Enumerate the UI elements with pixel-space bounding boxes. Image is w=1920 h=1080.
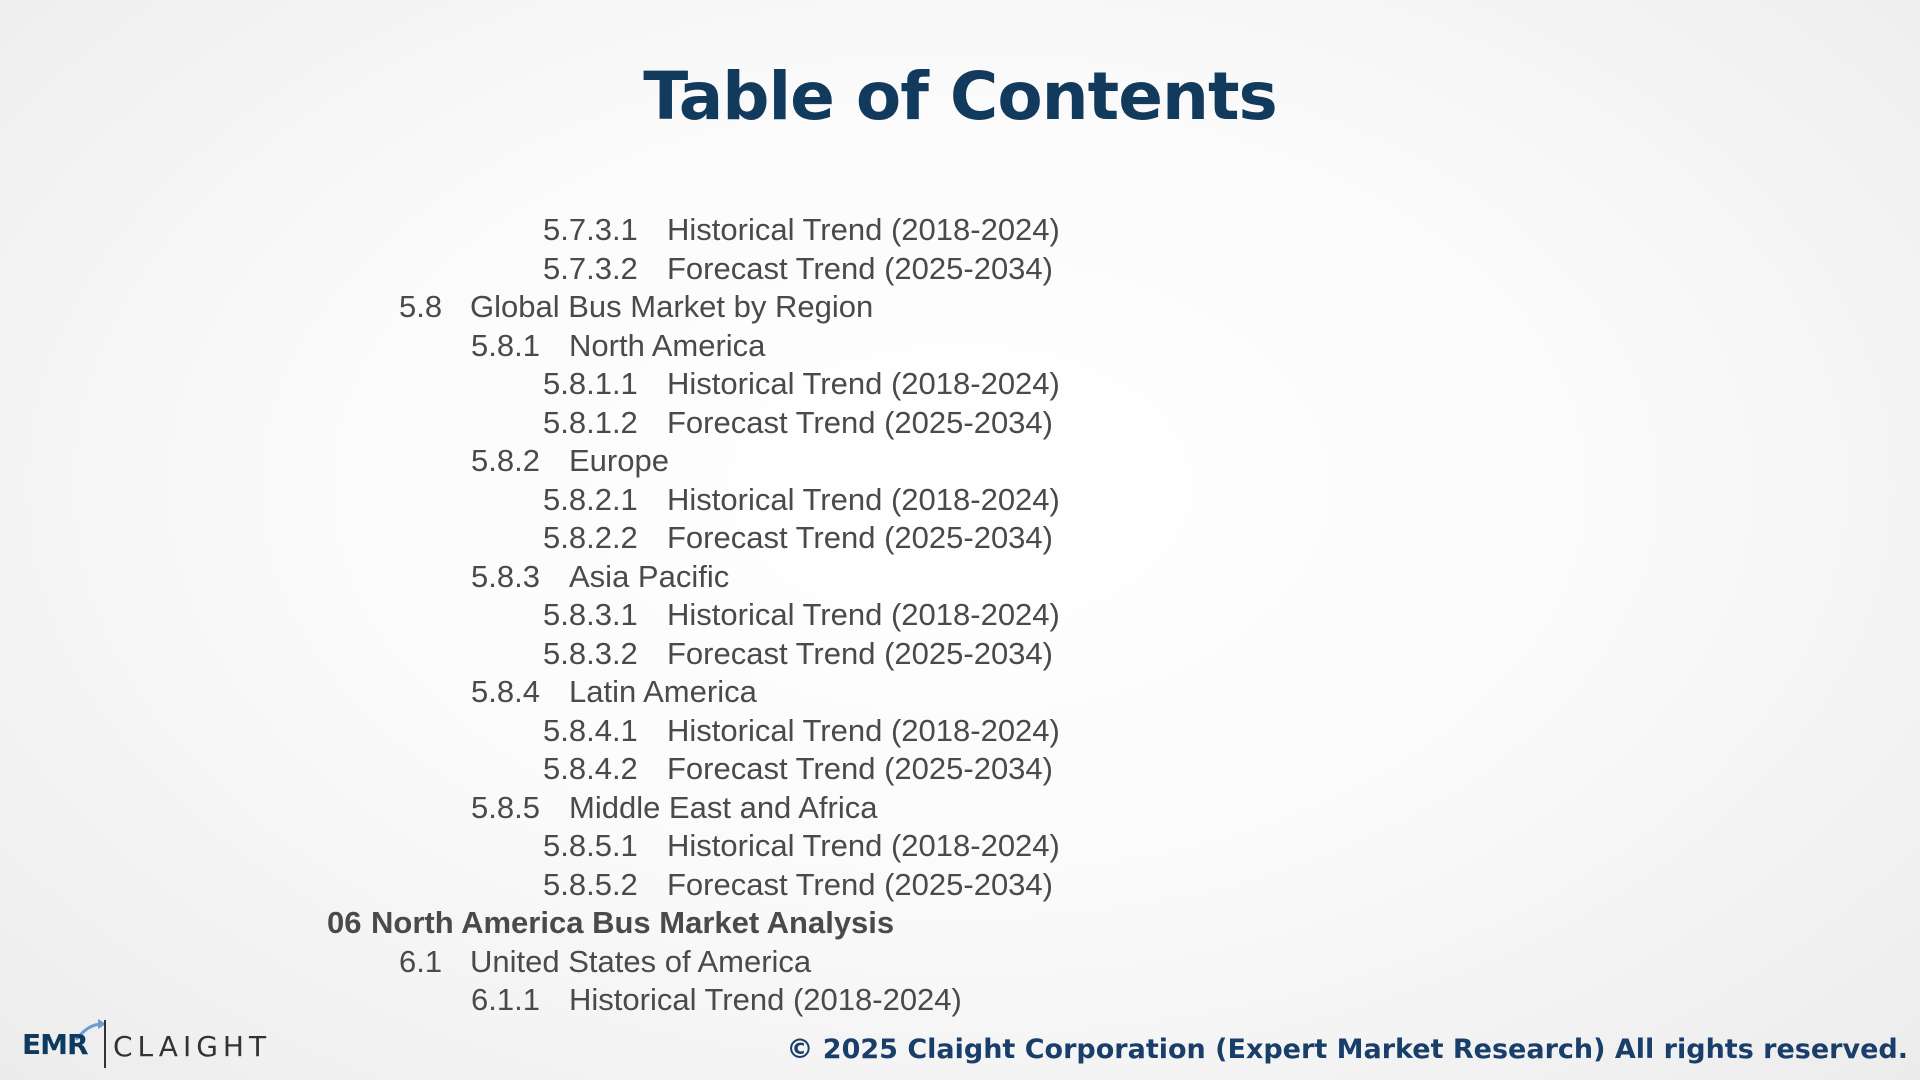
company-logo: EMR CLAIGHT [8,1014,298,1074]
logo-divider [104,1020,106,1068]
logo-claight-text: CLAIGHT [113,1030,272,1063]
toc-entry-label: Historical Trend (2018-2024) [667,212,1060,247]
toc-entry-label: North America [569,327,766,363]
toc-entry-number: 5.8.5.2 [543,866,638,902]
toc-entry: 06 North America Bus Market Analysis [0,904,1920,943]
toc-entry: 5.8.3 Asia Pacific [0,558,1920,597]
toc-entry: 5.8.1.2 Forecast Trend (2025-2034) [0,404,1920,443]
toc-entry-number: 5.7.3.1 [543,212,638,247]
copyright-notice: © 2025 Claight Corporation (Expert Marke… [786,1034,1908,1065]
toc-entry-label: Forecast Trend (2025-2034) [667,404,1053,440]
toc-entry: 6.1.1 Historical Trend (2018-2024) [0,981,1920,1020]
toc-entry-label: Historical Trend (2018-2024) [667,828,1060,863]
toc-entry-label: Asia Pacific [569,558,730,594]
toc-entry-label: Europe [569,443,669,478]
toc-entry-label: Latin America [569,674,757,709]
toc-entry-number: 5.8.3.1 [543,597,638,632]
toc-entry-number: 5.8.2 [471,443,540,478]
toc-entry-label: Middle East and Africa [569,789,878,825]
toc-entry-number: 6.1 [399,943,443,979]
toc-entry: 5.8.4.2 Forecast Trend (2025-2034) [0,750,1920,789]
toc-entry-label: Forecast Trend (2025-2034) [667,866,1053,902]
toc-entry: 5.8.2.1 Historical Trend (2018-2024) [0,481,1920,520]
logo-emr-text: EMR [22,1028,89,1061]
toc-entry: 5.8.1 North America [0,327,1920,366]
emr-arrow-icon [74,1019,106,1041]
toc-entry-label: Historical Trend (2018-2024) [667,597,1060,632]
toc-entry-label: North America Bus Market Analysis [371,905,895,940]
toc-entry-number: 5.8.2.1 [543,481,638,517]
toc-entry-label: United States of America [470,943,812,979]
toc-entry-number: 5.8.5.1 [543,828,638,863]
toc-entry: 5.8.2.2 Forecast Trend (2025-2034) [0,519,1920,558]
toc-entry: 5.8.3.1 Historical Trend (2018-2024) [0,596,1920,635]
toc-entry: 5.8.5 Middle East and Africa [0,789,1920,828]
toc-entry: 5.8.4.1 Historical Trend (2018-2024) [0,712,1920,751]
toc-entry: 5.8 Global Bus Market by Region [0,288,1920,327]
toc-entry-number: 6.1.1 [471,982,540,1017]
table-of-contents: 5.7.3.1 Historical Trend (2018-2024) 5.7.3… [0,211,1920,1020]
toc-entry-number: 5.8.4 [471,674,540,709]
toc-entry-number: 5.8.3 [471,558,540,594]
toc-entry-number: 5.8.4.1 [543,712,638,748]
toc-entry: 5.8.5.2 Forecast Trend (2025-2034) [0,866,1920,905]
toc-entry: 5.8.2 Europe [0,442,1920,481]
slide-title: Table of Contents [643,58,1278,135]
toc-entry-label: Historical Trend (2018-2024) [667,366,1060,401]
toc-entry: 5.7.3.1 Historical Trend (2018-2024) [0,211,1920,250]
toc-entry: 5.8.1.1 Historical Trend (2018-2024) [0,365,1920,404]
toc-entry-label: Global Bus Market by Region [470,289,874,324]
toc-entry-label: Forecast Trend (2025-2034) [667,635,1053,671]
toc-entry-label: Forecast Trend (2025-2034) [667,250,1053,286]
toc-entry-label: Forecast Trend (2025-2034) [667,520,1053,555]
toc-entry-label: Historical Trend (2018-2024) [569,982,962,1017]
toc-entry-number: 5.8 [399,289,443,324]
toc-entry: 6.1 United States of America [0,943,1920,982]
toc-entry-label: Forecast Trend (2025-2034) [667,751,1053,786]
toc-entry-number: 5.8.1 [471,327,540,363]
toc-entry-number: 5.8.1.1 [543,366,638,401]
toc-entry: 5.8.3.2 Forecast Trend (2025-2034) [0,635,1920,674]
toc-entry-label: Historical Trend (2018-2024) [667,481,1060,517]
toc-entry-number: 5.8.2.2 [543,520,638,555]
toc-entry-number: 5.8.1.2 [543,404,638,440]
toc-entry: 5.8.5.1 Historical Trend (2018-2024) [0,827,1920,866]
toc-entry-number: 06 [327,905,362,940]
toc-entry: 5.7.3.2 Forecast Trend (2025-2034) [0,250,1920,289]
toc-entry-number: 5.7.3.2 [543,250,638,286]
toc-entry-number: 5.8.4.2 [543,751,638,786]
toc-entry-number: 5.8.5 [471,789,540,825]
toc-entry: 5.8.4 Latin America [0,673,1920,712]
toc-entry-number: 5.8.3.2 [543,635,638,671]
toc-entry-label: Historical Trend (2018-2024) [667,712,1060,748]
